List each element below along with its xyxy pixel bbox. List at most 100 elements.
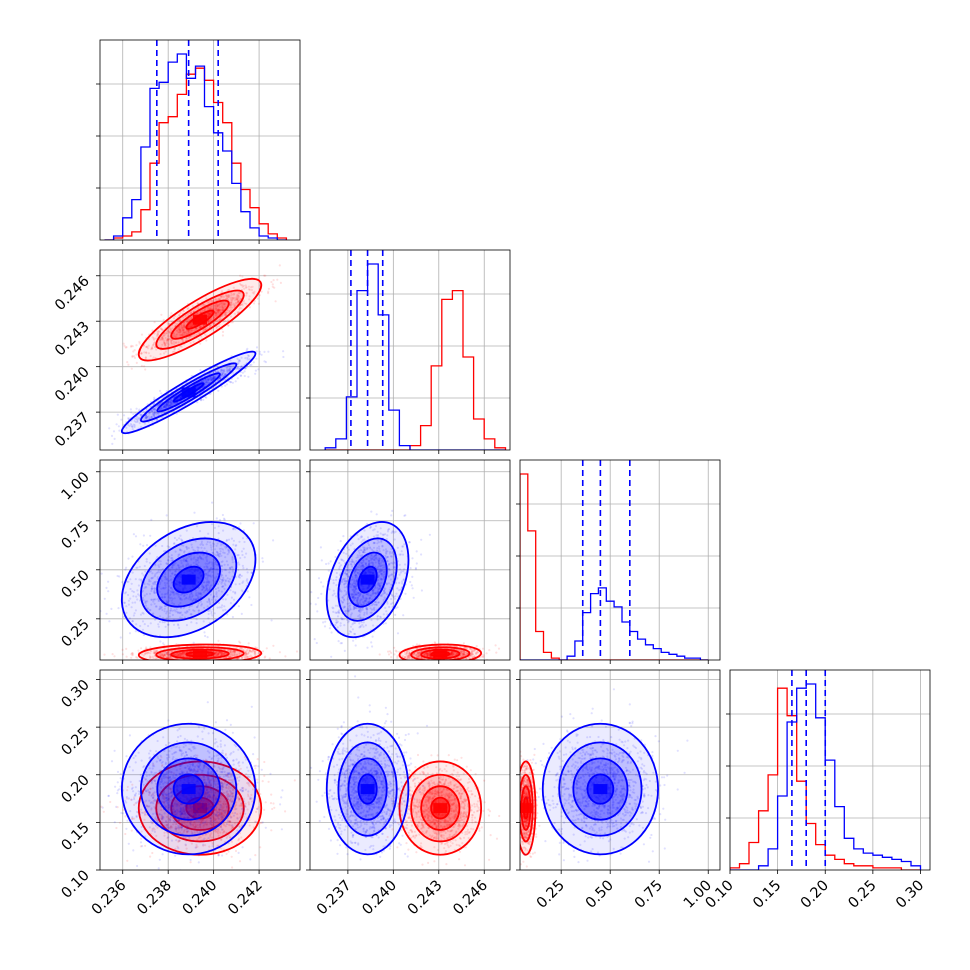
scatter-point: [180, 652, 183, 655]
scatter-point: [225, 383, 229, 386]
scatter-point: [168, 656, 171, 659]
scatter-point: [191, 329, 194, 332]
scatter-point: [150, 410, 153, 413]
scatter-point: [219, 375, 222, 378]
scatter-point: [133, 355, 136, 358]
scatter-point: [168, 405, 171, 408]
scatter-point: [166, 653, 169, 656]
scatter-point: [241, 371, 244, 374]
scatter-point: [244, 367, 248, 370]
scatter-point: [140, 364, 143, 367]
scatter-point: [227, 295, 230, 298]
scatter-point: [162, 655, 165, 658]
scatter-point: [205, 380, 208, 383]
scatter-point: [200, 335, 203, 338]
scatter-point: [133, 419, 136, 423]
scatter-point: [264, 361, 267, 364]
scatter-point: [252, 292, 256, 295]
scatter-point: [222, 652, 225, 655]
scatter-point: [147, 415, 150, 418]
scatter-point: [216, 305, 219, 308]
scatter-point: [139, 413, 142, 417]
contour-line: [120, 350, 257, 435]
scatter-point: [189, 329, 193, 332]
scatter-point: [229, 653, 232, 656]
scatter-point: [166, 655, 170, 658]
scatter-point: [187, 330, 190, 333]
scatter-point: [229, 651, 232, 654]
scatter-point: [215, 651, 218, 654]
scatter-point: [253, 299, 256, 303]
scatter-point: [165, 652, 168, 656]
scatter-point: [167, 650, 170, 653]
scatter-point: [152, 649, 155, 652]
scatter-point: [254, 372, 257, 375]
scatter-point: [166, 338, 169, 341]
scatter-point: [231, 381, 234, 384]
density-peak: [181, 387, 196, 398]
scatter-point: [177, 653, 180, 656]
scatter-point: [436, 662, 438, 664]
scatter-point: [226, 297, 229, 300]
scatter-point: [172, 342, 176, 345]
scatter-point: [254, 652, 257, 655]
scatter-point: [432, 661, 434, 663]
scatter-point: [234, 299, 237, 302]
scatter-point: [163, 654, 167, 657]
scatter-point: [127, 661, 129, 663]
scatter-point: [162, 406, 165, 409]
scatter-point: [220, 290, 224, 293]
scatter-point: [263, 656, 266, 659]
scatter-point: [231, 615, 234, 619]
scatter-point: [148, 417, 151, 420]
scatter-point: [151, 413, 154, 416]
scatter-point: [203, 303, 206, 306]
scatter-point: [174, 336, 177, 339]
scatter-point: [245, 655, 248, 658]
scatter-point: [238, 640, 241, 643]
scatter-point: [150, 416, 153, 419]
scatter-point: [182, 653, 185, 656]
scatter-point: [216, 309, 219, 312]
scatter-point: [213, 322, 216, 325]
scatter-point: [142, 411, 146, 414]
scatter-point: [233, 654, 236, 657]
scatter-point: [252, 522, 255, 525]
scatter-point: [161, 661, 163, 663]
scatter-point: [218, 303, 221, 306]
scatter-point: [180, 325, 183, 328]
scatter-point: [217, 308, 220, 312]
scatter-point: [225, 295, 228, 298]
scatter-point: [164, 403, 168, 406]
scatter-point: [247, 375, 250, 378]
scatter-point: [160, 408, 163, 411]
scatter-point: [167, 651, 170, 654]
scatter-point: [217, 309, 220, 312]
scatter-point: [212, 307, 215, 310]
panel-background: [310, 670, 510, 870]
scatter-point: [248, 655, 251, 658]
scatter-point: [167, 401, 171, 404]
scatter-point: [223, 648, 226, 651]
scatter-point: [162, 654, 165, 658]
scatter-point: [174, 653, 177, 656]
scatter-point: [211, 377, 214, 380]
scatter-point: [152, 337, 155, 340]
scatter-point: [170, 339, 173, 342]
scatter-point: [217, 308, 220, 311]
scatter-point: [156, 404, 159, 408]
scatter-point: [254, 646, 257, 649]
scatter-point: [149, 656, 152, 659]
scatter-point: [150, 347, 154, 350]
scatter-point: [218, 325, 221, 328]
scatter-point: [153, 321, 156, 324]
scatter-point: [144, 415, 147, 418]
scatter-point: [230, 655, 233, 658]
scatter-point: [227, 368, 230, 372]
scatter-point: [207, 378, 210, 381]
scatter-point: [208, 307, 211, 310]
scatter-point: [245, 286, 248, 289]
scatter-point: [160, 407, 163, 410]
scatter-point: [153, 345, 157, 349]
scatter-point: [223, 302, 226, 305]
